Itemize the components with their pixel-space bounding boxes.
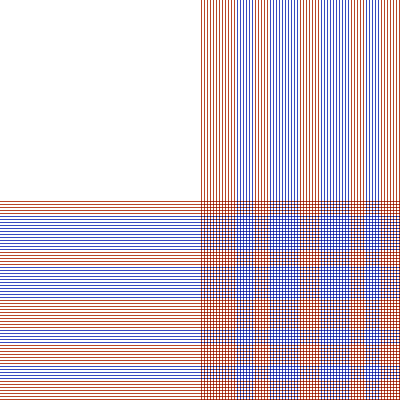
stripe-band xyxy=(0,300,400,330)
stripe-band xyxy=(0,265,400,300)
stripe-band xyxy=(0,345,400,365)
horizontal-stripes xyxy=(0,200,400,400)
stripe-band xyxy=(0,380,400,400)
stripe-band xyxy=(0,215,400,250)
stripe-band xyxy=(0,250,400,265)
stripe-band xyxy=(0,365,400,380)
stripe-band xyxy=(0,200,400,215)
stripe-band xyxy=(0,330,400,345)
